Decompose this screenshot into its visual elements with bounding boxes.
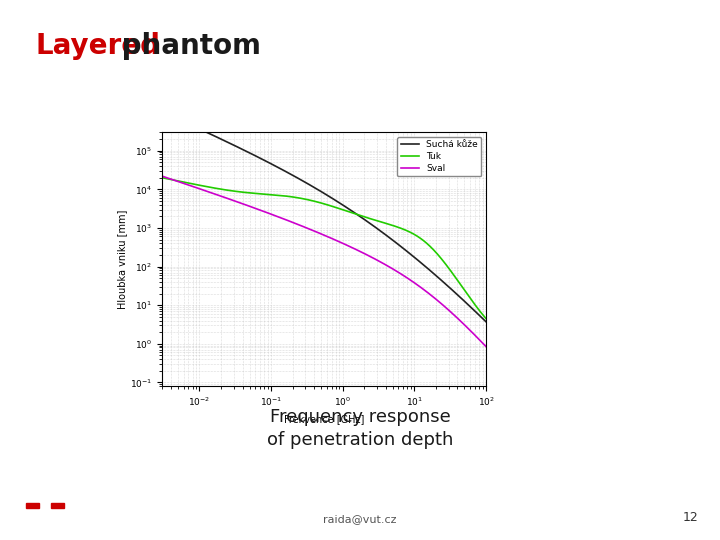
Text: 12: 12 [683,511,698,524]
Tuk [158,174,166,181]
Bar [26,496,64,503]
Tuk [364,215,373,221]
Sval [158,173,166,179]
Sval [364,252,373,259]
Text: raida@vut.cz: raida@vut.cz [323,514,397,524]
Suchá kůže [178,118,186,124]
Sval [403,275,412,281]
Suchá kůže [482,319,490,325]
Sval [178,179,186,186]
Line: Sval: Sval [162,176,486,347]
Bar [26,503,39,508]
Tuk [178,179,186,185]
Sval [436,300,445,307]
Bar [39,497,52,526]
X-axis label: Frekvence [GHz]: Frekvence [GHz] [284,414,364,424]
Tuk [354,212,363,218]
Sval [354,247,363,254]
Tuk [482,315,490,322]
Sval [482,343,490,350]
Y-axis label: Hloubka vniku [mm]: Hloubka vniku [mm] [117,210,127,309]
Suchá kůže [346,207,354,213]
Legend: Suchá kůže, Tuk, Sval: Suchá kůže, Tuk, Sval [397,137,482,177]
Tuk [346,209,354,215]
Suchá kůže [354,212,363,219]
Text: Frequency response
of penetration depth: Frequency response of penetration depth [267,408,453,449]
Suchá kůže [364,219,373,226]
Line: Suchá kůže: Suchá kůže [162,112,486,322]
Text: Layered: Layered [36,32,161,60]
Tuk [436,255,445,261]
Suchá kůže [158,109,166,115]
Sval [346,244,354,250]
Line: Tuk: Tuk [162,178,486,319]
Bar [52,503,64,508]
Suchá kůže [436,276,445,283]
Tuk [403,228,412,234]
Suchá kůže [403,249,412,255]
Text: phantom: phantom [112,32,261,60]
